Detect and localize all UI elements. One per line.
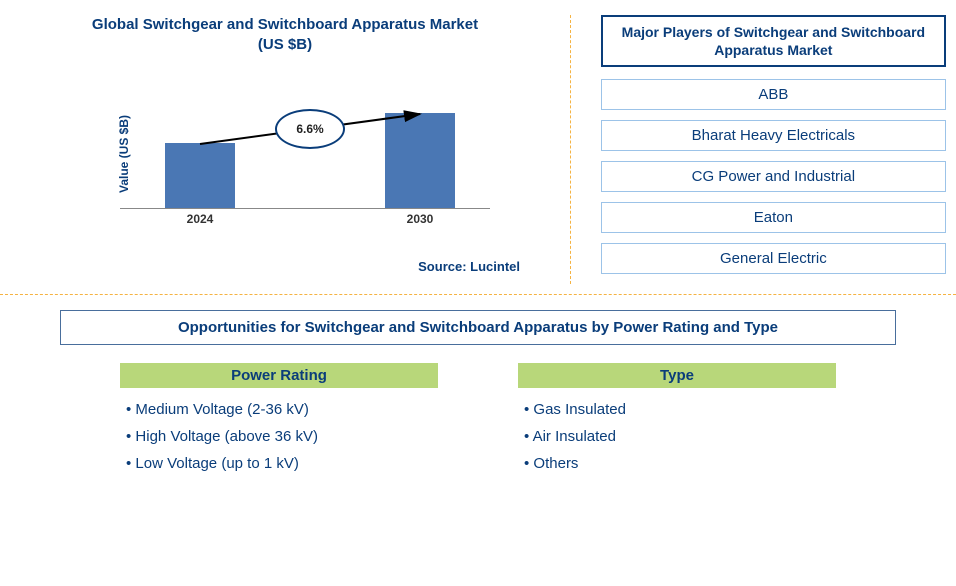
opportunities-title: Opportunities for Switchgear and Switchb… (60, 310, 896, 345)
power-rating-header: Power Rating (120, 363, 438, 388)
power-rating-list: Medium Voltage (2-36 kV) High Voltage (a… (120, 396, 438, 477)
player-item: Bharat Heavy Electricals (601, 120, 946, 151)
player-item: CG Power and Industrial (601, 161, 946, 192)
player-item: Eaton (601, 202, 946, 233)
players-title: Major Players of Switchgear and Switchbo… (601, 15, 946, 67)
type-list: Gas Insulated Air Insulated Others (518, 396, 836, 477)
player-item: General Electric (601, 243, 946, 274)
list-item: Medium Voltage (2-36 kV) (126, 396, 438, 423)
x-label-2030: 2030 (385, 212, 455, 226)
type-header: Type (518, 363, 836, 388)
source-label: Source: Lucintel (20, 259, 550, 274)
list-item: Others (524, 450, 836, 477)
opportunities-panel: Opportunities for Switchgear and Switchb… (0, 295, 956, 487)
x-label-2024: 2024 (165, 212, 235, 226)
list-item: Gas Insulated (524, 396, 836, 423)
chart-panel: Global Switchgear and Switchboard Appara… (20, 15, 571, 284)
power-rating-column: Power Rating Medium Voltage (2-36 kV) Hi… (120, 363, 438, 477)
type-column: Type Gas Insulated Air Insulated Others (518, 363, 836, 477)
player-item: ABB (601, 79, 946, 110)
growth-rate-text: 6.6% (296, 122, 323, 136)
chart-title: Global Switchgear and Switchboard Appara… (20, 15, 550, 54)
bar-chart: Value (US $B) (120, 64, 550, 244)
growth-rate-label: 6.6% (275, 109, 345, 149)
chart-plot: 6.6% (120, 64, 490, 209)
list-item: Low Voltage (up to 1 kV) (126, 450, 438, 477)
players-panel: Major Players of Switchgear and Switchbo… (571, 15, 956, 284)
list-item: Air Insulated (524, 423, 836, 450)
list-item: High Voltage (above 36 kV) (126, 423, 438, 450)
